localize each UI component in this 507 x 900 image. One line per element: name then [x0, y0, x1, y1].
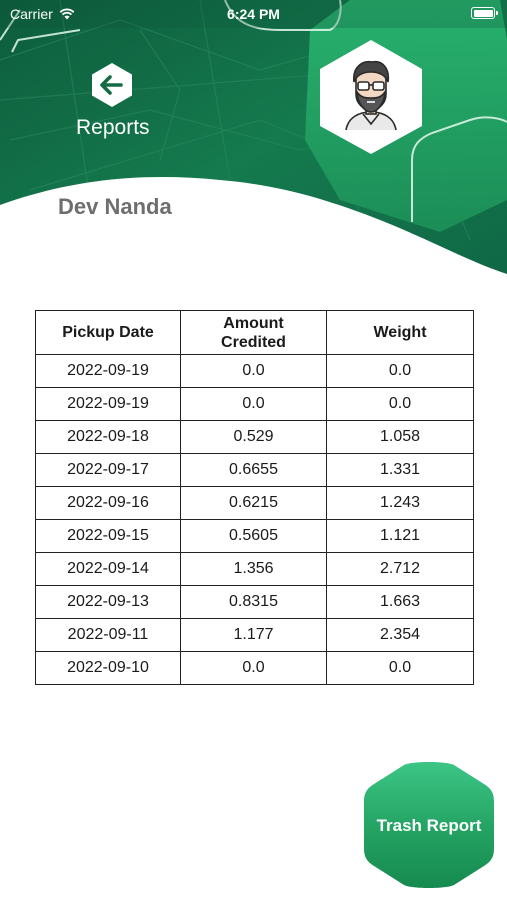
user-name: Dev Nanda: [58, 194, 172, 219]
weight-cell: 1.663: [326, 585, 474, 619]
back-button[interactable]: [90, 62, 134, 108]
carrier-label: Carrier: [10, 6, 53, 22]
weight-cell: 0.0: [326, 354, 474, 388]
amount-cell: 1.356: [180, 552, 327, 586]
table-header-row: Pickup Date Amount Credited Weight: [35, 310, 474, 355]
pickup-date-cell: 2022-09-11: [35, 618, 181, 652]
trash-report-button[interactable]: Trash Report: [364, 762, 494, 888]
column-header-weight: Weight: [326, 310, 474, 355]
table-row: 2022-09-18 0.529 1.058: [35, 420, 474, 454]
amount-cell: 0.6215: [180, 486, 327, 520]
weight-cell: 0.0: [326, 387, 474, 421]
pickup-date-cell: 2022-09-17: [35, 453, 181, 487]
pickup-date-cell: 2022-09-10: [35, 651, 181, 685]
amount-cell: 0.6655: [180, 453, 327, 487]
weight-cell: 2.712: [326, 552, 474, 586]
amount-cell: 0.0: [180, 387, 327, 421]
pickup-date-cell: 2022-09-18: [35, 420, 181, 454]
weight-cell: 0.0: [326, 651, 474, 685]
weight-cell: 2.354: [326, 618, 474, 652]
arrow-left-icon: [100, 75, 123, 95]
pickup-date-cell: 2022-09-13: [35, 585, 181, 619]
weight-cell: 1.058: [326, 420, 474, 454]
status-time: 6:24 PM: [227, 6, 280, 22]
battery-icon: [471, 7, 498, 19]
column-header-pickup-date: Pickup Date: [35, 310, 181, 355]
report-table: Pickup Date Amount Credited Weight 2022-…: [35, 310, 474, 685]
amount-cell: 0.529: [180, 420, 327, 454]
avatar[interactable]: [316, 38, 426, 156]
table-row: 2022-09-19 0.0 0.0: [35, 387, 474, 421]
weight-cell: 1.243: [326, 486, 474, 520]
amount-cell: 1.177: [180, 618, 327, 652]
table-row: 2022-09-17 0.6655 1.331: [35, 453, 474, 487]
trash-report-hexagon: [364, 762, 494, 888]
amount-cell: 0.0: [180, 651, 327, 685]
table-row: 2022-09-13 0.8315 1.663: [35, 585, 474, 619]
status-bar: Carrier 6:24 PM: [0, 0, 507, 28]
amount-header-line2: Credited: [221, 333, 286, 351]
wifi-icon: [59, 8, 75, 20]
table-row: 2022-09-16 0.6215 1.243: [35, 486, 474, 520]
header-background: [0, 0, 507, 274]
amount-header-line1: Amount: [223, 314, 284, 332]
page-title: Reports: [76, 116, 150, 139]
weight-cell: 1.331: [326, 453, 474, 487]
amount-cell: 0.8315: [180, 585, 327, 619]
trash-report-label: Trash Report: [376, 816, 482, 835]
table-row: 2022-09-14 1.356 2.712: [35, 552, 474, 586]
pickup-date-cell: 2022-09-19: [35, 354, 181, 388]
bearded-man-avatar-icon: [345, 60, 397, 131]
table-row: 2022-09-19 0.0 0.0: [35, 354, 474, 388]
pickup-date-cell: 2022-09-15: [35, 519, 181, 553]
amount-cell: 0.5605: [180, 519, 327, 553]
carrier-indicator: Carrier: [10, 6, 75, 22]
amount-cell: 0.0: [180, 354, 327, 388]
pickup-date-cell: 2022-09-14: [35, 552, 181, 586]
table-row: 2022-09-11 1.177 2.354: [35, 618, 474, 652]
column-header-amount-credited: Amount Credited: [180, 310, 327, 355]
table-row: 2022-09-15 0.5605 1.121: [35, 519, 474, 553]
pickup-date-cell: 2022-09-16: [35, 486, 181, 520]
weight-cell: 1.121: [326, 519, 474, 553]
pickup-date-cell: 2022-09-19: [35, 387, 181, 421]
table-row: 2022-09-10 0.0 0.0: [35, 651, 474, 685]
